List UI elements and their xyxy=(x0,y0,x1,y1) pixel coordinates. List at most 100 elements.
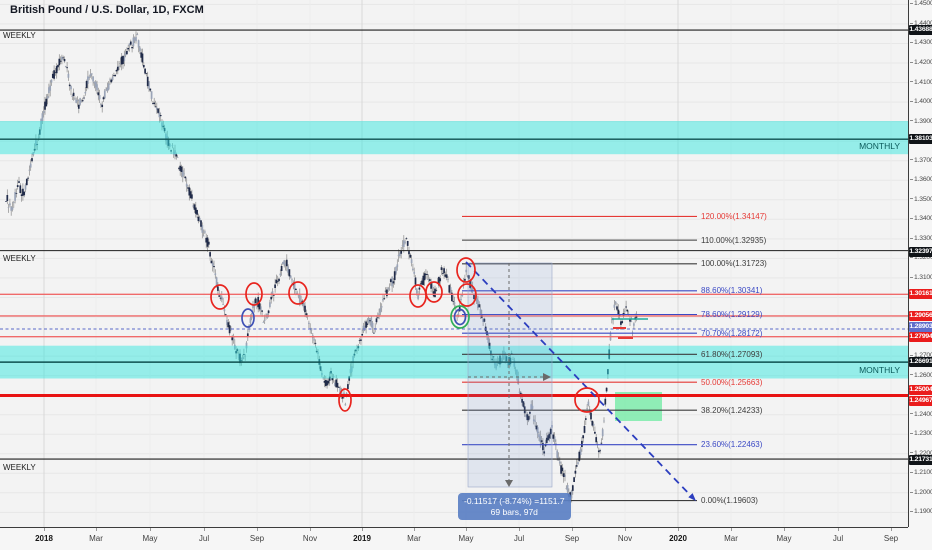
red-circle-marker[interactable] xyxy=(245,282,263,306)
blue-circle-marker[interactable] xyxy=(241,308,255,328)
time-tick-label: Mar xyxy=(724,534,738,543)
price-tick-label: 1.26000 xyxy=(910,372,932,379)
time-tick-label: May xyxy=(142,534,158,543)
time-tick-mark xyxy=(466,528,467,531)
price-badge-black: 1.26691 xyxy=(909,356,932,367)
red-circle-marker[interactable] xyxy=(288,281,308,305)
time-tick-mark xyxy=(838,528,839,531)
green-circle-marker[interactable] xyxy=(450,305,470,329)
measure-down-arrow xyxy=(505,480,513,487)
price-tick-label: 1.31000 xyxy=(910,274,932,281)
time-tick-label: Nov xyxy=(302,534,318,543)
price-axis[interactable]: 1.45000 1.44000 1.43000 1.42000 1.41000 1.400… xyxy=(908,0,932,527)
time-tick-label: May xyxy=(458,534,474,543)
price-badge-red: 1.24967 xyxy=(909,395,932,406)
fib-level-label: 110.00%(1.32935) xyxy=(701,235,767,245)
measure-right-arrow xyxy=(543,373,551,381)
time-tick-label: Mar xyxy=(407,534,421,543)
time-tick-label: Jul xyxy=(832,534,844,543)
time-tick-label: Jul xyxy=(513,534,525,543)
trendline[interactable] xyxy=(465,261,695,500)
time-tick-mark xyxy=(204,528,205,531)
measure-region[interactable] xyxy=(467,262,553,488)
weekly-label: WEEKLY xyxy=(3,254,36,263)
fib-level-label: 0.00%(1.19603) xyxy=(701,496,758,506)
price-tick-label: 1.24000 xyxy=(910,411,932,418)
price-tick-label: 1.20000 xyxy=(910,489,932,496)
price-tick-label: 1.40000 xyxy=(910,98,932,105)
price-tick-label: 1.36000 xyxy=(910,176,932,183)
monthly-label: MONTHLY xyxy=(859,365,900,375)
time-tick-mark xyxy=(362,528,363,531)
price-badge-red: 1.25004 xyxy=(909,384,932,395)
weekly-label: WEEKLY xyxy=(3,463,36,472)
red-circle-marker[interactable] xyxy=(338,388,352,412)
price-badge-black: 1.32397 xyxy=(909,246,932,257)
price-badge-red: 1.29056 xyxy=(909,310,932,321)
measure-value-text: -0.11517 (-8.74%) =1151.7 xyxy=(464,495,565,506)
price-badge-black: 1.21731 xyxy=(909,454,932,465)
red-circle-marker[interactable] xyxy=(457,283,477,307)
fib-level-label: 70.70%(1.28172) xyxy=(701,328,763,338)
price-badge-red: 1.27994 xyxy=(909,331,932,342)
measure-tool-label[interactable]: -0.11517 (-8.74%) =1151.7 69 bars, 97d xyxy=(458,493,571,520)
time-tick-label: Sep xyxy=(249,534,265,543)
fib-level-label: 120.00%(1.34147) xyxy=(701,211,767,221)
price-badge-red: 1.30161 xyxy=(909,288,932,299)
price-tick-label: 1.44000 xyxy=(910,20,932,27)
price-tick-label: 1.33000 xyxy=(910,235,932,242)
time-tick-mark xyxy=(414,528,415,531)
red-circle-marker[interactable] xyxy=(456,257,476,283)
measure-bars-text: 69 bars, 97d xyxy=(490,506,538,517)
price-tick-label: 1.32000 xyxy=(910,254,932,261)
time-tick-mark xyxy=(310,528,311,531)
price-chart-canvas[interactable] xyxy=(0,0,908,527)
time-tick-mark xyxy=(572,528,573,531)
red-circle-marker[interactable] xyxy=(574,387,600,413)
fib-level-label: 23.60%(1.22463) xyxy=(701,440,763,450)
time-tick-mark xyxy=(731,528,732,531)
time-tick-mark xyxy=(891,528,892,531)
price-badge-blue: 1.28903 xyxy=(909,321,932,332)
time-tick-mark xyxy=(678,528,679,531)
price-tick-label: 1.34000 xyxy=(910,215,932,222)
fib-level-label: 61.80%(1.27093) xyxy=(701,349,763,359)
time-tick-label: Sep xyxy=(564,534,580,543)
time-tick-label: Sep xyxy=(883,534,899,543)
time-tick-label: Mar xyxy=(89,534,103,543)
price-badge-black: 1.38103 xyxy=(909,133,932,144)
red-circle-marker[interactable] xyxy=(210,284,230,310)
time-tick-mark xyxy=(150,528,151,531)
fib-level-label: 100.00%(1.31723) xyxy=(701,259,767,269)
symbol-title: British Pound / U.S. Dollar, 1D, FXCM xyxy=(10,4,204,16)
weekly-label: WEEKLY xyxy=(3,31,36,40)
price-tick-label: 1.19000 xyxy=(910,508,932,515)
fib-level-label: 88.60%(1.30341) xyxy=(701,286,763,296)
fib-level-label: 78.60%(1.29129) xyxy=(701,309,763,319)
time-tick-mark xyxy=(44,528,45,531)
time-tick-label: May xyxy=(776,534,792,543)
price-tick-label: 1.27000 xyxy=(910,352,932,359)
red-circle-marker[interactable] xyxy=(425,281,443,303)
time-axis[interactable]: 2018 Mar May Jul Sep Nov 2019 Mar May Jul Sep Nov 20… xyxy=(0,527,932,550)
price-chart-pane[interactable]: British Pound / U.S. Dollar, 1D, FXCM -0… xyxy=(0,0,908,527)
trendline-arrowhead xyxy=(688,493,696,501)
time-tick-label: Nov xyxy=(617,534,633,543)
blue-circle-marker[interactable] xyxy=(453,308,467,326)
time-tick-mark xyxy=(96,528,97,531)
fib-level-label: 38.20%(1.24233) xyxy=(701,405,763,415)
price-tick-label: 1.21000 xyxy=(910,469,932,476)
time-tick-mark xyxy=(257,528,258,531)
price-tick-label: 1.39000 xyxy=(910,118,932,125)
price-tick-label: 1.23000 xyxy=(910,430,932,437)
price-tick-label: 1.41000 xyxy=(910,79,932,86)
price-tick-label: 1.37000 xyxy=(910,157,932,164)
axis-corner xyxy=(908,527,932,550)
price-tick-label: 1.22000 xyxy=(910,450,932,457)
monthly-band xyxy=(0,121,908,155)
price-tick-label: 1.45000 xyxy=(910,0,932,7)
monthly-label: MONTHLY xyxy=(859,141,900,151)
time-tick-label: 2019 xyxy=(353,534,371,543)
price-tick-label: 1.42000 xyxy=(910,59,932,66)
time-tick-label: 2020 xyxy=(669,534,687,543)
